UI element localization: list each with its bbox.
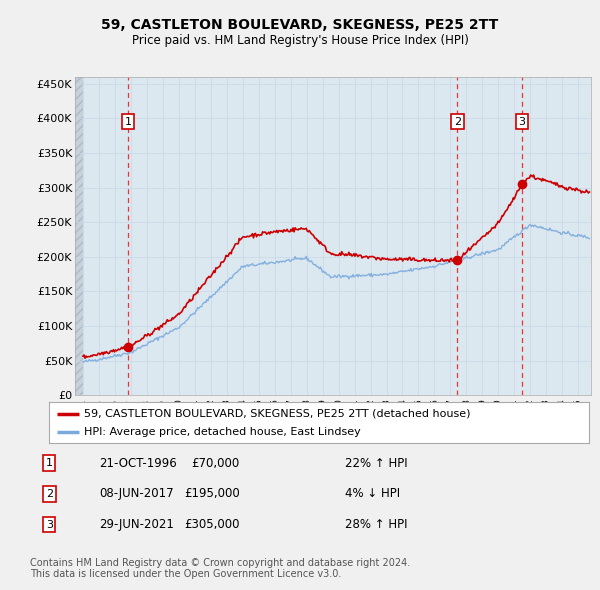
Text: 3: 3 xyxy=(46,520,53,529)
Text: £305,000: £305,000 xyxy=(185,518,240,531)
Text: 59, CASTLETON BOULEVARD, SKEGNESS, PE25 2TT (detached house): 59, CASTLETON BOULEVARD, SKEGNESS, PE25 … xyxy=(85,409,471,419)
Text: 22% ↑ HPI: 22% ↑ HPI xyxy=(345,457,407,470)
Text: £70,000: £70,000 xyxy=(192,457,240,470)
Text: 1: 1 xyxy=(124,117,131,127)
Text: £195,000: £195,000 xyxy=(184,487,240,500)
Text: 29-JUN-2021: 29-JUN-2021 xyxy=(99,518,174,531)
Text: 28% ↑ HPI: 28% ↑ HPI xyxy=(345,518,407,531)
Text: Price paid vs. HM Land Registry's House Price Index (HPI): Price paid vs. HM Land Registry's House … xyxy=(131,34,469,47)
Text: Contains HM Land Registry data © Crown copyright and database right 2024.
This d: Contains HM Land Registry data © Crown c… xyxy=(30,558,410,579)
Text: 1: 1 xyxy=(46,458,53,468)
Text: 08-JUN-2017: 08-JUN-2017 xyxy=(99,487,173,500)
Text: 3: 3 xyxy=(518,117,526,127)
Text: 2: 2 xyxy=(454,117,461,127)
Text: 4% ↓ HPI: 4% ↓ HPI xyxy=(345,487,400,500)
Text: 2: 2 xyxy=(46,489,53,499)
Text: 59, CASTLETON BOULEVARD, SKEGNESS, PE25 2TT: 59, CASTLETON BOULEVARD, SKEGNESS, PE25 … xyxy=(101,18,499,32)
Text: HPI: Average price, detached house, East Lindsey: HPI: Average price, detached house, East… xyxy=(85,428,361,437)
Text: 21-OCT-1996: 21-OCT-1996 xyxy=(99,457,177,470)
